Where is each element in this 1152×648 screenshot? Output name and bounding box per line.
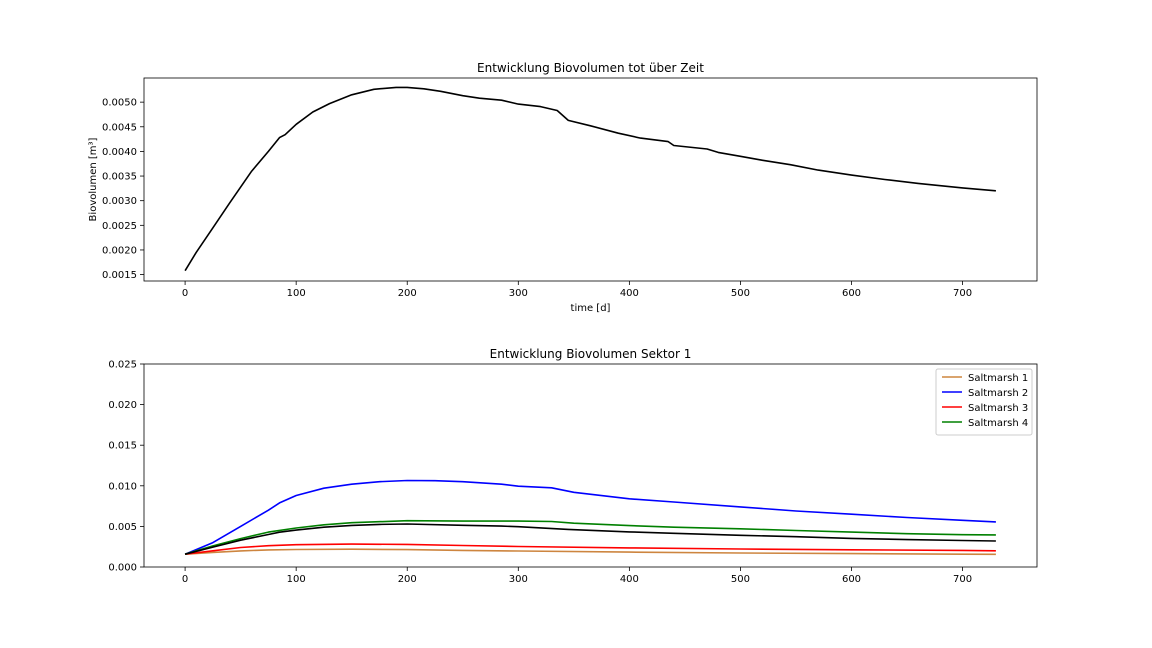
x-tick-label: 400 [620, 574, 639, 585]
y-tick-label: 0.0040 [102, 147, 137, 158]
series-line-saltmarsh-3 [185, 543, 996, 555]
legend-box [935, 368, 1033, 436]
series-line-saltmarsh-4 [184, 519, 996, 555]
plot-frame [143, 363, 1038, 568]
chart-biovolumen-sektor-1: Entwicklung Biovolumen Sektor 1 0 100 200 30… [108, 347, 1038, 585]
chart-biovolumen-tot: Entwicklung Biovolumen tot über Zeit 0 100… [88, 61, 1038, 314]
legend-label: Saltmarsh 2 [968, 388, 1028, 399]
x-tick-label: 200 [398, 574, 417, 585]
y-tick-label: 0.020 [108, 400, 137, 411]
y-tick-label: 0.0015 [102, 270, 137, 281]
x-tick-label: 500 [731, 574, 750, 585]
y-tick-label: 0.0035 [102, 172, 137, 183]
x-tick-label: 100 [287, 574, 306, 585]
x-tick-label: 600 [842, 288, 861, 299]
y-tick-label: 0.005 [108, 522, 137, 533]
x-tick-label: 700 [953, 288, 972, 299]
y-tick-label: 0.025 [108, 360, 137, 371]
legend-label: Saltmarsh 3 [968, 403, 1028, 414]
series-line-saltmarsh-2 [184, 479, 996, 555]
x-tick-label: 200 [398, 288, 417, 299]
y-tick-label: 0.0020 [102, 245, 137, 256]
y-tick-label: 0.015 [108, 441, 137, 452]
series-line-saltmarsh-1 [185, 548, 996, 556]
x-tick-label: 500 [731, 288, 750, 299]
x-tick-label: 100 [287, 288, 306, 299]
series-line-4 [184, 523, 996, 555]
chart-title: Entwicklung Biovolumen Sektor 1 [490, 347, 692, 361]
chart-title: Entwicklung Biovolumen tot über Zeit [477, 61, 704, 75]
x-tick-label: 400 [620, 288, 639, 299]
legend-label: Saltmarsh 4 [968, 418, 1028, 429]
x-tick-label: 700 [953, 574, 972, 585]
x-tick-label: 600 [842, 574, 861, 585]
legend: Saltmarsh 1 Saltmarsh 2 Saltmarsh 3 Saltmar… [935, 368, 1033, 436]
y-tick-label: 0.0045 [102, 122, 137, 133]
y-tick-label: 0.0030 [102, 196, 137, 207]
plot-area [184, 86, 996, 272]
plot-area [184, 479, 996, 556]
x-tick-label: 300 [509, 288, 528, 299]
y-tick-label: 0.000 [108, 563, 137, 574]
x-axis-label: time [d] [571, 303, 611, 314]
y-tick-label: 0.010 [108, 481, 137, 492]
y-axis-label: Biovolumen [m³] [88, 137, 99, 221]
x-tick-label: 300 [509, 574, 528, 585]
x-tick-label: 0 [182, 574, 188, 585]
y-tick-label: 0.0050 [102, 98, 137, 109]
plot-frame [143, 77, 1038, 282]
y-tick-label: 0.0025 [102, 221, 137, 232]
series-line-0 [184, 86, 996, 272]
x-tick-label: 0 [182, 288, 188, 299]
legend-label: Saltmarsh 1 [968, 373, 1028, 384]
